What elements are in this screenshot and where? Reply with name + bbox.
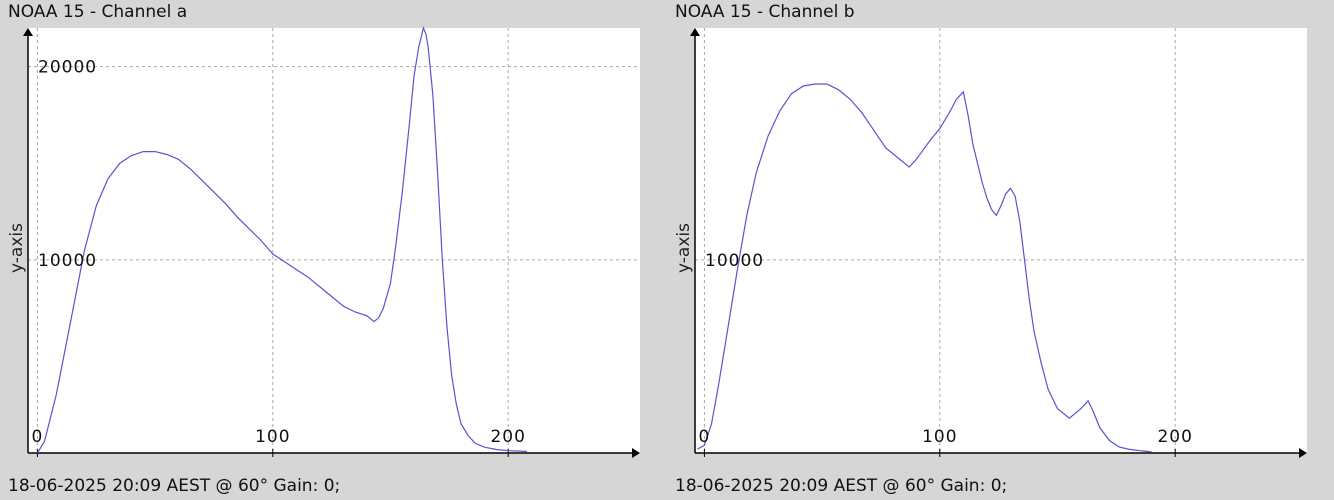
- x-tick-label: 200: [1157, 427, 1192, 447]
- plot-area: [28, 28, 640, 453]
- y-axis-label: y-axis: [674, 223, 694, 273]
- x-tick-label: 200: [490, 427, 525, 447]
- x-tick-label: 0: [699, 427, 711, 447]
- y-tick-label: 10000: [705, 251, 764, 271]
- x-axis-arrow: [632, 448, 640, 458]
- x-axis-arrow: [1299, 448, 1307, 458]
- y-axis-label: y-axis: [7, 223, 27, 273]
- chart-title: NOAA 15 - Channel a: [8, 2, 188, 22]
- x-tick-label: 0: [32, 427, 44, 447]
- series-line: [36, 26, 528, 454]
- chart-a-svg: 0 100 200 10000 20000 y-axis: [7, 26, 640, 458]
- chart-footer: 18-06-2025 20:09 AEST @ 60° Gain: 0;: [8, 476, 341, 496]
- y-axis-arrow: [23, 28, 33, 36]
- x-tick-label: 100: [255, 427, 290, 447]
- plot-area: [695, 28, 1307, 453]
- series-line: [697, 83, 1152, 453]
- chart-b-svg: 0 100 200 10000 y-axis: [674, 28, 1307, 458]
- chart-title: NOAA 15 - Channel b: [675, 2, 855, 22]
- chart-footer: 18-06-2025 20:09 AEST @ 60° Gain: 0;: [675, 476, 1008, 496]
- chart-panel-channel-a: 0 100 200 10000 20000 y-axis NOAA 15 - Chann…: [7, 2, 640, 496]
- y-tick-label: 10000: [38, 251, 97, 271]
- y-tick-label: 20000: [38, 58, 97, 78]
- x-tick-label: 100: [922, 427, 957, 447]
- y-axis-arrow: [690, 28, 700, 36]
- chart-panel-channel-b: 0 100 200 10000 y-axis NOAA 15 - Channel b …: [667, 0, 1334, 500]
